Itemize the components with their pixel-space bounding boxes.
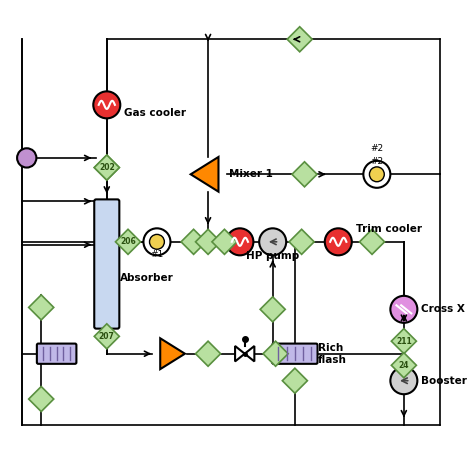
Polygon shape bbox=[263, 341, 288, 366]
Polygon shape bbox=[160, 338, 185, 369]
Polygon shape bbox=[235, 346, 245, 361]
Circle shape bbox=[149, 235, 164, 249]
Text: Booster: Booster bbox=[421, 376, 467, 386]
Text: 207: 207 bbox=[99, 332, 115, 341]
Text: #1: #1 bbox=[150, 250, 164, 259]
Circle shape bbox=[144, 228, 171, 255]
Polygon shape bbox=[392, 328, 416, 354]
Text: Cross X: Cross X bbox=[421, 304, 465, 314]
Circle shape bbox=[259, 228, 286, 255]
Polygon shape bbox=[292, 162, 317, 187]
FancyBboxPatch shape bbox=[272, 344, 318, 364]
Polygon shape bbox=[287, 27, 312, 52]
Text: 24: 24 bbox=[399, 361, 409, 370]
Text: Gas cooler: Gas cooler bbox=[124, 108, 186, 118]
Text: #2: #2 bbox=[370, 144, 383, 153]
Polygon shape bbox=[28, 295, 54, 320]
Polygon shape bbox=[116, 229, 141, 255]
Text: Mixer 1: Mixer 1 bbox=[229, 169, 273, 179]
Text: 211: 211 bbox=[396, 337, 412, 346]
Text: 206: 206 bbox=[120, 237, 136, 246]
Circle shape bbox=[325, 228, 352, 255]
Text: Rich
flash: Rich flash bbox=[318, 343, 347, 365]
Circle shape bbox=[227, 228, 254, 255]
Polygon shape bbox=[245, 346, 255, 361]
Circle shape bbox=[17, 148, 36, 167]
Circle shape bbox=[369, 167, 384, 182]
Circle shape bbox=[391, 367, 418, 394]
Polygon shape bbox=[181, 229, 206, 255]
Polygon shape bbox=[196, 341, 220, 366]
Polygon shape bbox=[94, 155, 119, 180]
Circle shape bbox=[93, 91, 120, 118]
Polygon shape bbox=[94, 324, 119, 349]
Text: #2: #2 bbox=[370, 157, 383, 166]
FancyBboxPatch shape bbox=[94, 200, 119, 328]
Polygon shape bbox=[260, 297, 285, 322]
Polygon shape bbox=[392, 353, 416, 378]
Text: Absorber: Absorber bbox=[120, 273, 174, 283]
Polygon shape bbox=[196, 229, 220, 255]
Text: Trim cooler: Trim cooler bbox=[356, 225, 422, 235]
Text: 202: 202 bbox=[99, 163, 115, 172]
Polygon shape bbox=[191, 157, 219, 191]
Polygon shape bbox=[212, 229, 237, 255]
Polygon shape bbox=[359, 229, 384, 255]
Text: HP pump: HP pump bbox=[246, 251, 299, 261]
Polygon shape bbox=[94, 155, 119, 180]
Polygon shape bbox=[283, 368, 308, 393]
Circle shape bbox=[391, 296, 418, 323]
Polygon shape bbox=[289, 229, 314, 255]
Circle shape bbox=[364, 161, 391, 188]
Polygon shape bbox=[28, 386, 54, 411]
FancyBboxPatch shape bbox=[37, 344, 76, 364]
